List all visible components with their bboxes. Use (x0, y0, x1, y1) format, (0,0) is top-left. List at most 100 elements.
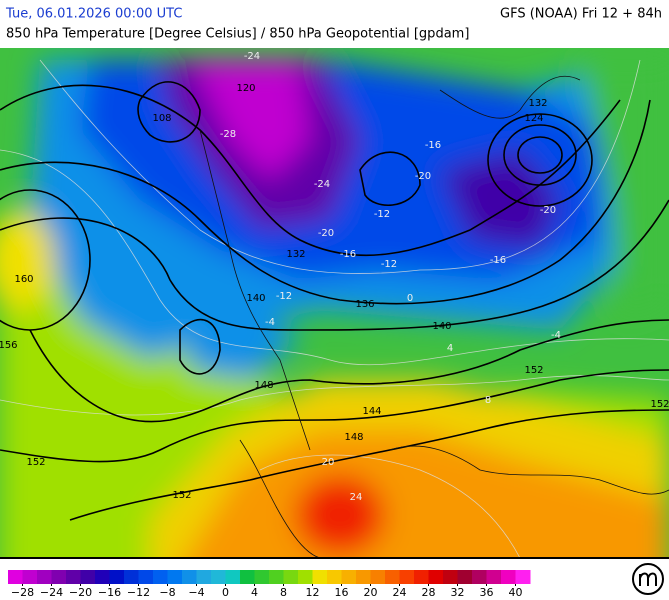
colorbar-box (327, 570, 342, 584)
temperature-label: 0 (407, 293, 413, 304)
temperature-label: -12 (276, 291, 292, 302)
geopotential-isolines (0, 81, 669, 521)
contour-label: 152 (524, 365, 543, 376)
colorbar-box (254, 570, 270, 584)
colorbar-box (472, 570, 487, 584)
colorbar-tick-label: −24 (40, 586, 63, 599)
temperature-label: -20 (318, 228, 334, 239)
temperature-label: -28 (220, 129, 236, 140)
colorbar-tick-label: 24 (393, 586, 407, 599)
colorbar-box (399, 570, 415, 584)
contour-label: 120 (236, 83, 255, 94)
contour-label: 144 (362, 406, 381, 417)
colorbar-box (283, 570, 299, 584)
header-date: Tue, 06.01.2026 00:00 UTC (5, 7, 182, 22)
colorbar-tick-label: 32 (451, 586, 465, 599)
temperature-label: -24 (244, 51, 260, 62)
colorbar-tick-label: 4 (251, 586, 258, 599)
colorbar-tick-label: −28 (11, 586, 34, 599)
colorbar-tick-label: 28 (422, 586, 436, 599)
contour-label: 108 (152, 113, 171, 124)
header-band (0, 0, 669, 48)
colorbar-tick-label: −12 (127, 586, 150, 599)
temperature-label: 8 (485, 395, 491, 406)
colorbar-box (37, 570, 52, 584)
colorbar-box (501, 570, 516, 584)
colorbar-box (240, 570, 255, 584)
temperature-label: -12 (381, 259, 397, 270)
contour-label: 156 (0, 340, 18, 351)
colorbar-box (182, 570, 197, 584)
colorbar-tick-label: −4 (188, 586, 204, 599)
colorbar-box (196, 570, 212, 584)
colorbar-box (138, 570, 154, 584)
colorbar-box (8, 570, 23, 584)
colorbar-box (457, 570, 473, 584)
colorbar-tick-label: −20 (69, 586, 92, 599)
temperature-label: -24 (314, 179, 330, 190)
contour-label: 124 (524, 113, 543, 124)
colorbar-tick-label: 36 (480, 586, 494, 599)
colorbar-tick-label: −16 (98, 586, 121, 599)
colorbar-box (515, 570, 531, 584)
colorbar-box (211, 570, 226, 584)
colorbar-box (153, 570, 168, 584)
temperature-label: -20 (415, 171, 431, 182)
colorbar-box (443, 570, 458, 584)
colorbar-box (385, 570, 400, 584)
colorbar-box (428, 570, 444, 584)
colorbar-box (124, 570, 139, 584)
colorbar-tick-label: 40 (509, 586, 523, 599)
colorbar-box (298, 570, 313, 584)
contour-label: 140 (432, 321, 451, 332)
colorbar-box (341, 570, 357, 584)
temperature-label: -4 (265, 317, 275, 328)
colorbar-box (312, 570, 328, 584)
contour-label: 132 (286, 249, 305, 260)
colorbar-tick-label: 8 (280, 586, 287, 599)
colorbar-box (269, 570, 284, 584)
colorbar-box (51, 570, 67, 584)
logo (632, 563, 664, 595)
coastlines (199, 75, 669, 558)
contour-label: 140 (246, 293, 265, 304)
colorbar-box (80, 570, 96, 584)
contour-label: 132 (528, 98, 547, 109)
contour-label: 148 (344, 432, 363, 443)
colorbar-box (22, 570, 38, 584)
temperature-label: -4 (551, 330, 561, 341)
colorbar-box (225, 570, 241, 584)
header-model: GFS (NOAA) Fri 12 + 84h (500, 7, 662, 22)
colorbar-box (356, 570, 371, 584)
temperature-isolines (0, 59, 669, 558)
temperature-label: 4 (447, 343, 453, 354)
contour-label: 136 (355, 299, 374, 310)
colorbar-tick-label: 20 (364, 586, 378, 599)
colorbar-tick-label: −8 (159, 586, 175, 599)
map: 120 108 160 156 152 152 148 144 148 140 140 136 132 1… (0, 48, 669, 558)
header-subtitle: 850 hPa Temperature [Degree Celsius] / 8… (6, 27, 469, 42)
contour-label: 152 (26, 457, 45, 468)
colorbar-box (167, 570, 183, 584)
colorbar-box (109, 570, 125, 584)
colorbar-tick-label: 0 (222, 586, 229, 599)
colorbar-box (414, 570, 429, 584)
temperature-label: -12 (374, 209, 390, 220)
temperature-label: 20 (322, 457, 335, 468)
colorbar-box (486, 570, 502, 584)
contour-label: 148 (254, 380, 273, 391)
temperature-label: -20 (540, 205, 556, 216)
contour-label: 152 (172, 490, 191, 501)
colorbar-box (95, 570, 110, 584)
colorbar-tick-label: 12 (306, 586, 320, 599)
colorbar-tick-label: 16 (335, 586, 349, 599)
temperature-label: -16 (340, 249, 356, 260)
colorbar-box (66, 570, 81, 584)
contour-label: 152 (650, 399, 669, 410)
colorbar-box (370, 570, 386, 584)
temperature-label: 24 (350, 492, 363, 503)
temperature-label: -16 (425, 140, 441, 151)
temperature-label: -16 (490, 255, 506, 266)
contour-label: 160 (14, 274, 33, 285)
